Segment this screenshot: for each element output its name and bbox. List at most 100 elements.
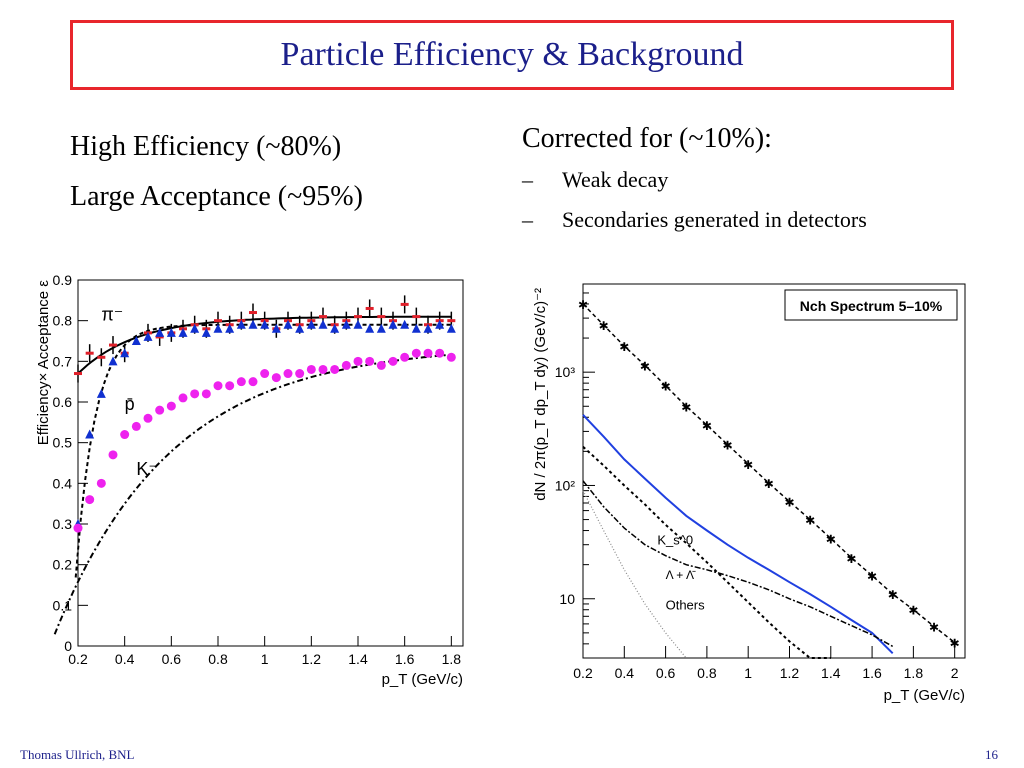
kaon-point [178,393,188,403]
kaon-point [271,373,281,383]
nch-point: ✱ [578,298,588,312]
kaon-point [260,369,270,379]
kaon-point [306,364,316,374]
y-tick-label: 10³ [555,364,576,380]
kaon-point [400,352,410,362]
footer-author: Thomas Ullrich, BNL [20,747,135,762]
kaon-point [388,356,398,366]
x-tick-label: 0.2 [68,651,88,667]
y-tick-label: 0.8 [53,313,73,329]
bullet-marker: – [522,167,533,192]
proton-point [155,327,165,337]
y-axis-label: Efficiency× Acceptance ε [35,280,52,446]
nch-point: ✱ [888,588,898,602]
series-label-kaon: K⁻ [136,459,158,479]
nch-point: ✱ [846,552,856,566]
right-text-block: Corrected for (~10%): – Weak decay – Sec… [522,118,867,240]
y-tick-label: 0.5 [53,435,73,451]
nch-point: ✱ [950,637,960,651]
proton-point [283,319,293,329]
nch-point: ✱ [908,604,918,618]
y-tick-label: 0 [64,638,72,654]
series-label-antiproton: p̄ [125,394,135,414]
y-tick-label: 0.2 [53,557,73,573]
proton-point [306,319,316,329]
y-tick-label: 10² [555,477,576,493]
kaon-point [283,369,293,379]
proton-point [143,331,153,341]
x-tick-label: 0.6 [162,651,182,667]
kaon-point [330,364,340,374]
nch-point: ✱ [661,380,671,394]
spectrum-series-dash-dot [582,480,894,648]
kaon-point [120,430,130,440]
spectrum-chart: 10 10² 10³ 0.2 0.4 0.6 0.8 1 1.2 1.4 1.6 1.8 2 p_T (G… [532,283,966,704]
proton-point [318,319,328,329]
page-number: 16 [985,747,998,762]
proton-point [166,327,176,337]
nch-point: ✱ [743,458,753,472]
kaon-point [213,381,223,391]
proton-point [248,319,258,329]
left-line-acceptance: Large Acceptance (~95%) [70,181,363,212]
annotation-lambda: Λ + Λ̄ [666,568,696,582]
spectrum-series-solid [582,414,894,655]
x-tick-label: 1 [261,651,269,667]
kaon-point [295,369,305,379]
kaon-point [365,356,375,366]
nch-point: ✱ [599,319,609,333]
x-tick-label: 1 [744,665,752,681]
x-tick-label: 1.2 [302,651,322,667]
proton-point [411,323,421,333]
kaon-point [318,364,328,374]
bullet-marker: – [522,207,533,232]
proton-point [225,323,235,333]
left-text-block: High Efficiency (~80%) Large Acceptance … [70,122,363,222]
kaon-fit-curve [53,353,452,635]
efficiency-chart: 0 0.1 0.2 0.3 0.4 0.5 0.6 0.7 0.8 0.9 0.2 0.4 0.6 0.8… [35,272,464,688]
x-tick-label: 1.4 [821,665,841,681]
nch-point: ✱ [826,533,836,547]
kaon-point [155,405,165,415]
proton-point [213,323,223,333]
plot-frame [77,279,464,647]
nch-point: ✱ [867,570,877,584]
proton-point [400,319,410,329]
proton-point [96,388,106,398]
series-label-pion: π⁻ [101,305,123,325]
nch-point: ✱ [784,496,794,510]
title-box: Particle Efficiency & Background [70,20,954,90]
proton-point [271,323,281,333]
proton-point [236,319,246,329]
chart-title: Nch Spectrum 5–10% [800,298,943,314]
proton-point [376,323,386,333]
proton-point [120,348,130,358]
spectrum-series-star-markers [582,303,956,644]
kaon-point [85,495,95,505]
right-heading: Corrected for (~10%): [522,123,772,154]
x-tick-label: 0.2 [573,665,593,681]
proton-point [365,323,375,333]
annotation-others: Others [666,598,706,613]
x-tick-label: 0.4 [115,651,135,667]
nch-point: ✱ [681,400,691,414]
x-tick-label: 1.6 [862,665,882,681]
x-tick-label: 2 [951,665,959,681]
legend-box [784,289,958,321]
y-tick-label: 0.4 [53,475,73,491]
bullet-item: – Weak decay [522,160,867,200]
proton-point [435,319,445,329]
nch-point: ✱ [640,359,650,373]
y-tick-label: 0.7 [53,353,73,369]
kaon-point [131,421,141,431]
nch-point: ✱ [764,477,774,491]
x-tick-label: 0.8 [208,651,228,667]
x-tick-label: 1.4 [348,651,368,667]
proton-point [108,356,118,366]
nch-point: ✱ [929,620,939,634]
proton-point [131,336,141,345]
y-tick-label: 0.9 [53,272,73,288]
kaon-point [341,360,351,370]
annotation-ks0: K_s^0 [657,533,693,548]
nch-point: ✱ [619,340,629,354]
